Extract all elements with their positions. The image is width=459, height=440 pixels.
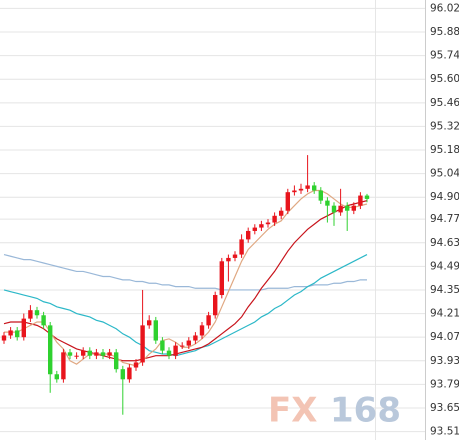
plot-area — [0, 7, 425, 433]
moving-average-line — [3, 253, 367, 291]
candle-body — [61, 352, 66, 380]
candle-body — [1, 335, 7, 341]
candle-body — [232, 254, 238, 258]
candle-body — [364, 195, 370, 199]
candle-body — [41, 315, 46, 326]
candle-body — [21, 318, 26, 338]
y-tick-label: 94.63 — [430, 237, 459, 249]
candle-body — [312, 185, 317, 191]
candle-body — [298, 188, 304, 191]
candle-body — [153, 320, 158, 341]
candle-body — [166, 350, 172, 356]
y-tick-label: 93.65 — [430, 402, 459, 414]
y-tick-label: 94.77 — [430, 213, 459, 225]
candle-body — [345, 205, 350, 211]
watermark-168: 168 — [330, 391, 401, 431]
moving-average-line — [3, 254, 368, 357]
y-tick-label: 94.07 — [430, 331, 459, 343]
candle-body — [259, 224, 264, 228]
candle-body — [292, 190, 297, 193]
candle-body — [331, 205, 337, 213]
y-tick-label: 95.04 — [430, 168, 459, 180]
candle-body — [133, 362, 139, 368]
candle-body — [54, 374, 59, 380]
moving-average-line — [4, 189, 368, 367]
candle-body — [226, 257, 231, 262]
candle-body — [28, 310, 33, 319]
candle-body — [246, 230, 251, 240]
candle-body — [8, 330, 13, 336]
y-tick-label: 94.35 — [430, 284, 459, 296]
y-tick-label: 95.60 — [430, 73, 459, 85]
candle-body — [338, 205, 343, 213]
y-tick-label: 95.46 — [430, 97, 459, 109]
candle-body — [193, 335, 198, 341]
candle-body — [140, 325, 145, 363]
candle-body — [15, 330, 20, 338]
candle-body — [74, 355, 79, 357]
candle-body — [285, 192, 290, 211]
candle-body — [120, 369, 125, 380]
y-tick-label: 95.32 — [430, 120, 459, 132]
candle-body — [48, 325, 53, 375]
candle-body — [252, 227, 257, 231]
candle-body — [186, 340, 191, 346]
candle-body — [279, 210, 284, 216]
candle-body — [100, 352, 106, 356]
candle-body — [127, 367, 132, 380]
moving-average-line — [3, 200, 368, 362]
candle-body — [318, 190, 323, 201]
candle-body — [199, 325, 205, 336]
y-tick-label: 96.02 — [430, 2, 459, 14]
candle-body — [81, 350, 86, 356]
candle-body — [94, 352, 99, 356]
y-tick-label: 94.21 — [430, 308, 459, 320]
candle-body — [219, 261, 224, 296]
y-tick-label: 93.51 — [430, 426, 459, 438]
candle-body — [213, 295, 218, 316]
candle-body — [206, 315, 211, 326]
y-tick-label: 95.74 — [430, 50, 459, 62]
candle-body — [358, 195, 363, 206]
candle-body — [34, 310, 40, 316]
candle-body — [147, 320, 152, 326]
candle-body — [107, 352, 112, 356]
candle-body — [180, 345, 185, 347]
y-tick-label: 94.49 — [430, 260, 459, 272]
watermark-fx: FX — [268, 391, 317, 431]
candle-body — [67, 352, 73, 356]
y-tick-label: 95.88 — [430, 26, 459, 38]
candle-body — [325, 200, 330, 206]
candle-body — [239, 239, 244, 255]
candle-body — [160, 340, 165, 351]
candle-body — [265, 222, 271, 225]
y-tick-label: 94.90 — [430, 191, 459, 203]
y-tick-label: 95.18 — [430, 144, 459, 156]
candle-body — [173, 345, 178, 356]
y-tick-label: 93.93 — [430, 355, 459, 367]
candle-body — [351, 205, 356, 211]
candle-body — [87, 350, 92, 356]
y-tick-label: 93.79 — [430, 378, 459, 390]
candle-body — [305, 185, 310, 189]
candle-body — [114, 352, 119, 370]
candle-body — [272, 215, 277, 223]
